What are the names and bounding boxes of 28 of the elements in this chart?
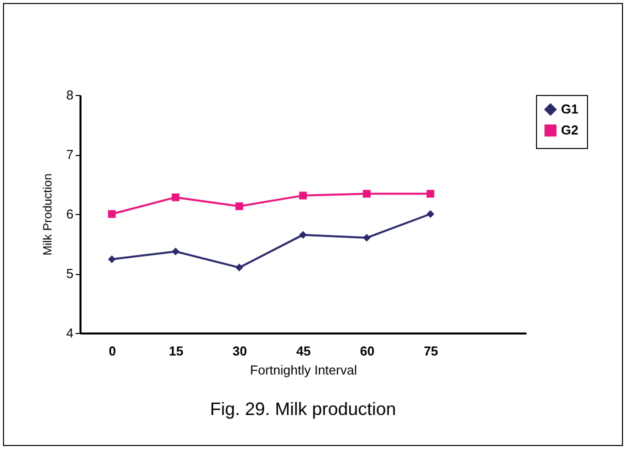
point: [108, 210, 116, 218]
point: [299, 192, 307, 200]
y-tick-label: 8: [66, 88, 74, 102]
x-tick-label: 45: [296, 344, 311, 358]
point: [362, 234, 371, 242]
x-tick-label: 15: [168, 344, 184, 358]
caption: Fig. 29. Milk production: [210, 399, 396, 419]
y-tick-label: 6: [66, 206, 74, 222]
point: [426, 190, 434, 198]
legend-label: G2: [561, 122, 578, 138]
point: [426, 210, 434, 218]
y-tick-label: 4: [66, 326, 74, 340]
x-tick-label: 60: [360, 344, 374, 358]
x-axis-title: Fortnightly Interval: [250, 362, 358, 378]
x-tick-label: 0: [108, 344, 116, 358]
point: [108, 255, 116, 264]
point: [235, 202, 244, 210]
y-tick-label: 7: [66, 147, 74, 162]
point: [362, 190, 371, 198]
point: [172, 248, 180, 256]
x-tick-label: 30: [232, 344, 248, 358]
point: [235, 264, 244, 272]
x-tick-label: 75: [424, 344, 438, 358]
y-axis-title: Milk Production: [40, 173, 54, 256]
y-tick-label: 5: [66, 266, 74, 281]
point: [172, 193, 180, 202]
point: [299, 230, 307, 239]
legend-label: G1: [561, 102, 578, 116]
